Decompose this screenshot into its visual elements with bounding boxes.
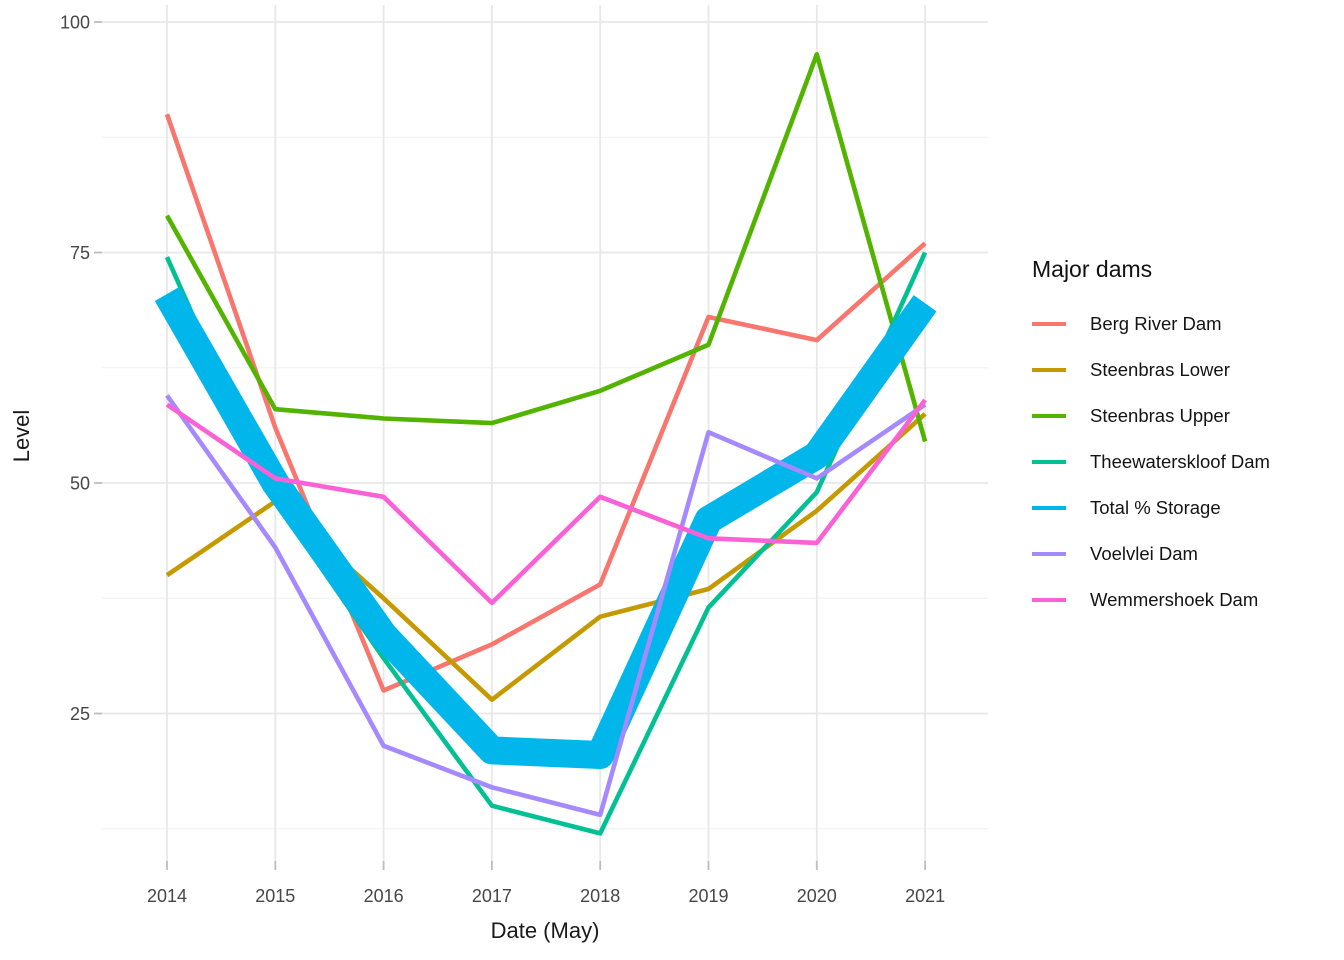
legend-key-line <box>1032 460 1066 464</box>
x-tick-label: 2018 <box>580 886 620 906</box>
legend-item-total-storage: Total % Storage <box>1032 485 1270 531</box>
voelvlei-dam-line <box>165 394 927 818</box>
y-tick-label: 25 <box>70 704 90 724</box>
y-axis-title: Level <box>9 409 34 463</box>
y-tick-label: 75 <box>70 243 90 263</box>
legend-key-line <box>1032 552 1066 556</box>
legend-item-steenbras-upper: Steenbras Upper <box>1032 393 1270 439</box>
legend-label: Wemmershoek Dam <box>1090 589 1259 610</box>
y-tick-label: 100 <box>60 13 90 33</box>
legend-key-line <box>1032 414 1066 418</box>
x-tick-label: 2017 <box>472 886 512 906</box>
legend-label: Steenbras Upper <box>1090 405 1230 426</box>
x-tick-label: 2021 <box>905 886 945 906</box>
legend-key-line <box>1032 506 1066 510</box>
legend-label: Berg River Dam <box>1090 313 1222 334</box>
x-axis-title: Date (May) <box>490 918 600 943</box>
legend-label: Voelvlei Dam <box>1090 543 1198 564</box>
legend-key-line <box>1032 598 1066 602</box>
legend-item-voelvlei-dam: Voelvlei Dam <box>1032 531 1270 577</box>
legend-item-theewaterskloof-dam: Theewaterskloof Dam <box>1032 439 1270 485</box>
total-storage-line <box>154 287 937 769</box>
y-tick-label: 50 <box>70 474 90 494</box>
x-tick-label: 2016 <box>364 886 404 906</box>
legend-title: Major dams <box>1032 256 1153 282</box>
legend: Major dams Berg River Dam Steenbras Lower… <box>1032 256 1270 623</box>
legend-item-berg-river-dam: Berg River Dam <box>1032 301 1270 347</box>
x-tick-label: 2014 <box>147 886 187 906</box>
legend-label: Theewaterskloof Dam <box>1090 451 1270 472</box>
legend-label: Steenbras Lower <box>1090 359 1230 380</box>
x-tick-label: 2020 <box>797 886 837 906</box>
wemmershoek-dam-line <box>165 398 927 606</box>
legend-key-line <box>1032 368 1066 372</box>
legend-item-wemmershoek-dam: Wemmershoek Dam <box>1032 577 1270 623</box>
steenbras-upper-line <box>164 51 928 443</box>
x-tick-label: 2015 <box>255 886 295 906</box>
x-tick-label: 2019 <box>688 886 728 906</box>
legend-items: Berg River Dam Steenbras Lower Steenbras U… <box>1032 301 1270 623</box>
legend-item-steenbras-lower: Steenbras Lower <box>1032 347 1270 393</box>
legend-key-line <box>1032 322 1066 326</box>
berg-river-dam-line <box>164 113 927 693</box>
legend-label: Total % Storage <box>1090 497 1221 518</box>
